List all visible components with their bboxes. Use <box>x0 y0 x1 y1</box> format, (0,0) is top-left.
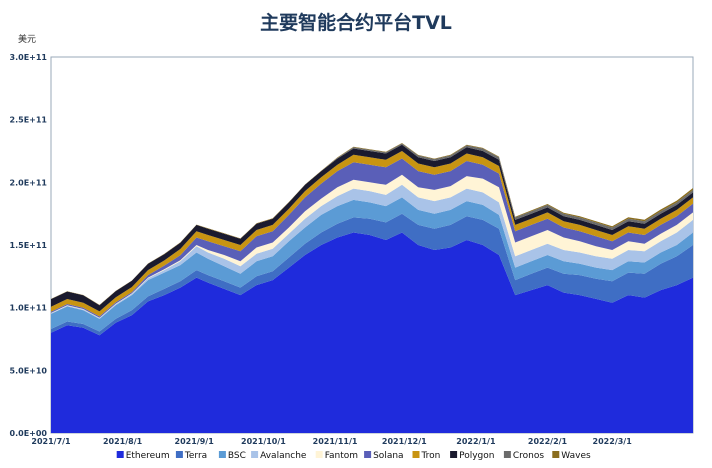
legend-swatch-tron <box>412 451 420 458</box>
y-tick-label: 1.5E+11 <box>10 241 48 250</box>
y-tick-label: 2.5E+11 <box>10 116 48 125</box>
legend-swatch-fantom <box>315 451 323 458</box>
legend-label-tron: Tron <box>421 451 441 461</box>
area-tron <box>51 151 693 317</box>
area-ethereum <box>51 232 693 433</box>
legend-label-ethereum: Ethereum <box>126 451 170 461</box>
legend-label-waves: Waves <box>561 451 591 461</box>
legend-label-fantom: Fantom <box>325 451 358 461</box>
legend-swatch-ethereum <box>116 451 124 458</box>
y-tick-label: 5.0E+10 <box>10 366 48 375</box>
area-polygon <box>51 144 693 312</box>
legend-label-cronos: Cronos <box>513 451 545 461</box>
chart-title: 主要智能合约平台TVL <box>260 12 452 34</box>
x-tick-label: 2021/7/1 <box>31 437 71 446</box>
stacked-areas <box>51 143 693 433</box>
y-tick-label: 0.0E+00 <box>10 429 48 438</box>
area-avalanche <box>51 184 693 319</box>
x-tick-label: 2021/10/1 <box>241 437 286 446</box>
x-tick-label: 2022/2/1 <box>528 437 568 446</box>
y-axis-ticks: 0.0E+00 5.0E+10 1.0E+11 1.5E+11 2.0E+11 2.5E+… <box>10 53 48 438</box>
legend-swatch-cronos <box>503 451 511 458</box>
legend[interactable]: Ethereum Terra BSC Avalanche Fantom Solana Tro… <box>116 451 591 461</box>
x-tick-label: 2022/3/1 <box>593 437 633 446</box>
legend-label-avalanche: Avalanche <box>260 451 307 461</box>
unit-label: 美元 <box>18 35 37 45</box>
legend-swatch-polygon <box>450 451 458 458</box>
y-tick-label: 3.0E+11 <box>10 53 48 62</box>
x-tick-label: 2021/9/1 <box>175 437 215 446</box>
x-tick-label: 2021/8/1 <box>103 437 143 446</box>
legend-label-bsc: BSC <box>228 451 246 461</box>
legend-label-solana: Solana <box>373 451 403 461</box>
legend-swatch-waves <box>552 451 560 458</box>
y-tick-label: 2.0E+11 <box>10 178 48 187</box>
x-tick-label: 2021/12/1 <box>382 437 427 446</box>
area-terra <box>51 213 693 336</box>
area-bsc <box>51 197 693 332</box>
legend-swatch-solana <box>364 451 372 458</box>
y-tick-label: 1.0E+11 <box>10 304 48 313</box>
legend-label-polygon: Polygon <box>459 451 494 461</box>
x-tick-label: 2021/11/1 <box>313 437 358 446</box>
area-fantom <box>51 174 693 319</box>
legend-label-terra: Terra <box>184 451 207 461</box>
legend-swatch-avalanche <box>251 451 259 458</box>
legend-swatch-terra <box>175 451 183 458</box>
x-axis-ticks: 2021/7/1 2021/8/1 2021/9/1 2021/10/1 2021/11… <box>31 437 632 446</box>
x-tick-label: 2022/1/1 <box>456 437 496 446</box>
legend-swatch-bsc <box>218 451 226 458</box>
